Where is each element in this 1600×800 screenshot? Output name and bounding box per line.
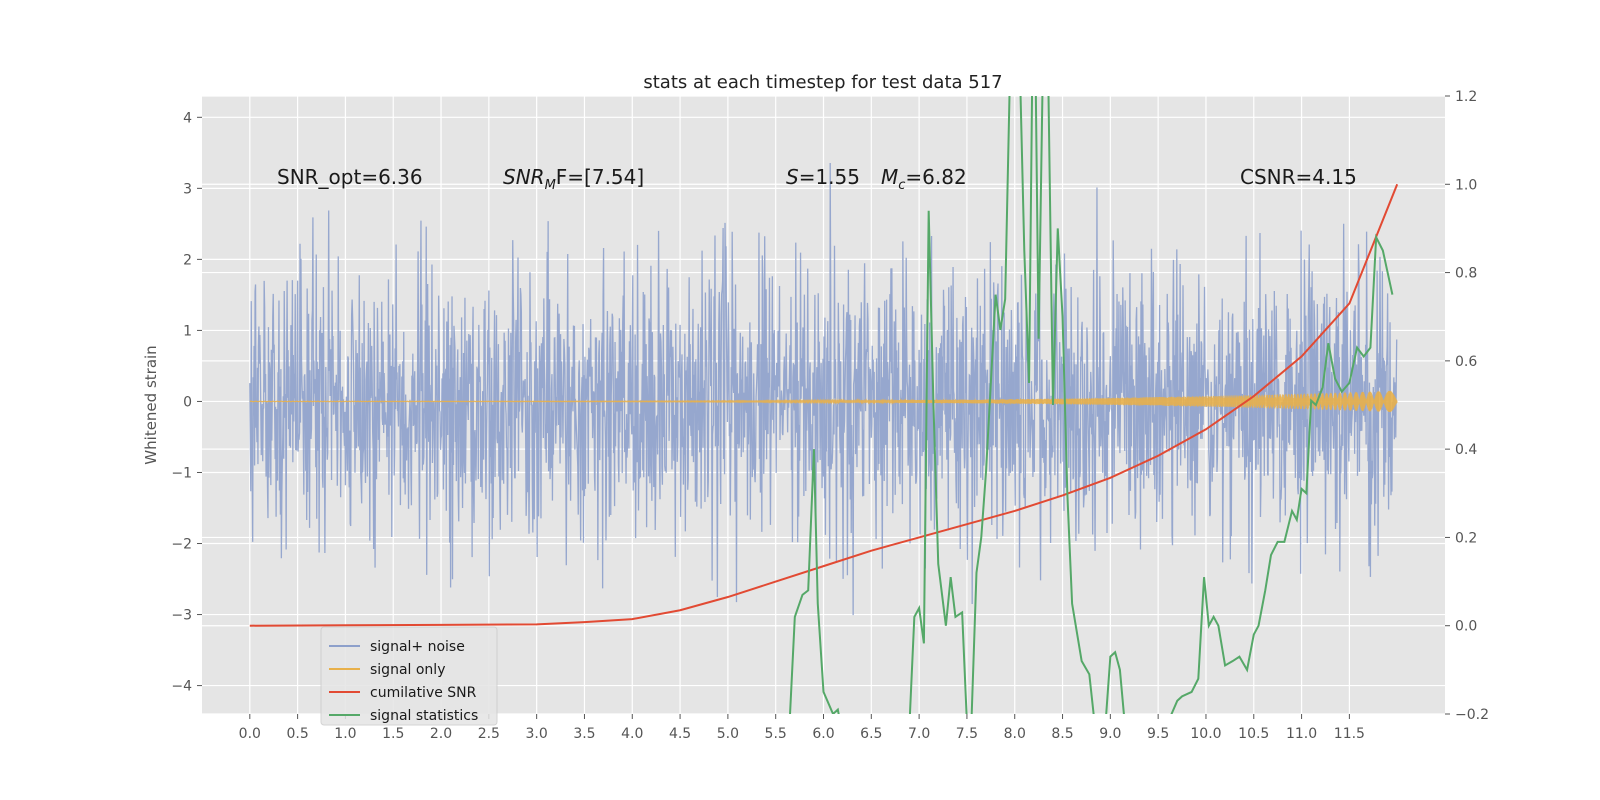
x-tick-label: 7.5 (956, 726, 978, 742)
x-tick-label: 0.0 (239, 726, 261, 742)
x-tick-label: 6.0 (812, 726, 834, 742)
y-tick-label-left: −1 (171, 465, 192, 481)
y-tick-label-right: 0.2 (1455, 530, 1477, 546)
snr-mf-value: F=[7.54] (556, 165, 644, 189)
mc-symbol: M (881, 165, 898, 189)
legend-label: signal only (370, 662, 445, 678)
y-tick-label-right: 0.0 (1455, 619, 1477, 635)
cumulative-snr-series (249, 183, 1399, 627)
y-tick-label-right: 0.8 (1455, 266, 1477, 282)
y-axis-left: 4 3 2 1 0 −1 −2 −3 −4 (171, 110, 202, 695)
chart-title: stats at each timestep for test data 517 (643, 72, 1002, 93)
snr-mf-symbol: SNR (503, 165, 545, 189)
s-symbol: S (786, 165, 799, 189)
y-tick-label-left: 1 (183, 323, 192, 339)
y-tick-label-right: 0.4 (1455, 442, 1477, 458)
x-tick-label: 3.5 (573, 726, 595, 742)
x-tick-label: 5.5 (765, 726, 787, 742)
x-tick-label: 8.5 (1051, 726, 1073, 742)
annotation-s: S=1.55 (786, 165, 860, 189)
y-tick-label-left: −4 (171, 679, 192, 695)
signal-noise-series (249, 162, 1398, 616)
x-tick-label: 10.0 (1190, 726, 1221, 742)
x-tick-label: 11.5 (1334, 726, 1365, 742)
x-tick-label: 0.5 (286, 726, 308, 742)
x-tick-label: 3.0 (526, 726, 548, 742)
annotation-csnr: CSNR=4.15 (1240, 165, 1357, 189)
cumulative-snr-line (249, 183, 1399, 627)
annotation-mc: Mc=6.82 (881, 165, 967, 193)
x-tick-label: 2.0 (430, 726, 452, 742)
y-tick-label-right: 1.2 (1455, 89, 1477, 105)
legend-box (320, 626, 498, 726)
legend-label: signal+ noise (370, 639, 465, 655)
x-axis: 0.0 0.5 1.0 1.5 2.0 2.5 3.0 3.5 4.0 4.5 5.0 5.5 6.0 6… (239, 714, 1365, 742)
y-tick-label-left: 3 (183, 181, 192, 197)
x-tick-label: 1.0 (334, 726, 356, 742)
y-tick-label-left: 4 (183, 110, 192, 126)
s-value: =1.55 (799, 165, 860, 189)
signal-noise-line (249, 162, 1398, 616)
x-tick-label: 1.5 (382, 726, 404, 742)
x-tick-label: 8.0 (1004, 726, 1026, 742)
signal-only-line (249, 390, 1398, 413)
x-tick-label: 6.5 (860, 726, 882, 742)
signal-statistics-series (789, 96, 1394, 714)
y-tick-label-right: −0.2 (1455, 707, 1489, 723)
x-tick-label: 11.0 (1286, 726, 1317, 742)
x-tick-label: 7.0 (908, 726, 930, 742)
x-tick-label: 9.5 (1147, 726, 1169, 742)
y-axis-label-left: Whitened strain (142, 345, 160, 464)
y-tick-label-left: 0 (183, 394, 192, 410)
y-tick-label-right: 1.0 (1455, 177, 1477, 193)
signal-only-series (249, 390, 1398, 413)
annotation-snr-opt: SNR_opt=6.36 (277, 165, 423, 189)
y-tick-label-left: −3 (171, 608, 192, 624)
mc-subscript: c (898, 178, 905, 193)
snr-mf-subscript: M (545, 178, 556, 193)
legend-label: cumilative SNR (370, 685, 477, 701)
y-axis-right: 1.2 1.0 0.8 0.6 0.4 0.2 0.0 −0.2 (1445, 89, 1489, 723)
x-tick-label: 2.5 (478, 726, 500, 742)
y-tick-label-left: 2 (183, 252, 192, 268)
x-tick-label: 5.0 (717, 726, 739, 742)
x-tick-label: 4.0 (621, 726, 643, 742)
y-tick-label-left: −2 (171, 537, 192, 553)
x-tick-label: 4.5 (669, 726, 691, 742)
legend-label: signal statistics (370, 708, 478, 724)
annotation-snr-mf: SNRMF=[7.54] (503, 165, 644, 193)
x-tick-label: 9.0 (1099, 726, 1121, 742)
mc-value: =6.82 (905, 165, 966, 189)
signal-statistics-line (789, 96, 1394, 714)
y-tick-label-right: 0.6 (1455, 354, 1477, 370)
legend: signal+ noise signal only cumilative SNR si… (320, 626, 498, 726)
x-tick-label: 10.5 (1238, 726, 1269, 742)
